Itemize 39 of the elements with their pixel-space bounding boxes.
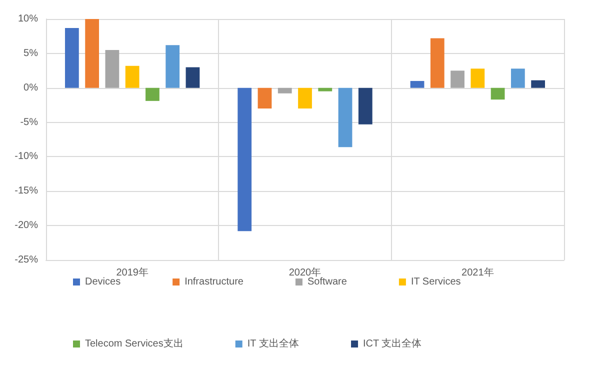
x-tick-label: 2021年 [462, 266, 494, 278]
y-tick-label: 10% [18, 14, 38, 24]
y-tick-label: 0% [24, 82, 38, 94]
bar [338, 88, 352, 148]
bar [298, 88, 312, 109]
legend-label: IT 支出全体 [247, 338, 299, 350]
legend-label: Software [307, 276, 348, 288]
bar [146, 88, 160, 101]
bar [490, 88, 505, 100]
bar [410, 80, 424, 88]
y-tick-label: 5% [24, 48, 38, 59]
bar [358, 88, 372, 124]
bar [430, 38, 444, 88]
legend-label: Telecom Services支出 [85, 338, 184, 350]
bar [278, 88, 292, 94]
y-tick-label: -5% [20, 116, 38, 128]
bar [450, 70, 464, 88]
legend-label: Infrastructure [184, 276, 244, 288]
bar [64, 28, 79, 88]
y-tick-label: -15% [14, 186, 38, 197]
legend-label: Devices [85, 276, 121, 288]
legend-label: IT Services [410, 276, 461, 288]
bar [318, 88, 332, 92]
bar [105, 50, 120, 88]
bar [531, 80, 546, 88]
x-tick-label: 2020年 [288, 266, 322, 278]
bar [258, 88, 272, 109]
bar [510, 68, 525, 88]
bar [125, 66, 140, 88]
bar [166, 45, 180, 88]
x-tick-label: 2019年 [116, 266, 148, 278]
y-tick-label: -20% [14, 220, 38, 232]
bar [85, 19, 100, 88]
y-tick-label: -25% [14, 254, 38, 266]
bar [470, 68, 485, 88]
legend-label: ICT 支出全体 [363, 338, 422, 350]
y-tick-label: -10% [14, 151, 38, 162]
bar [186, 67, 200, 88]
bar [238, 88, 252, 232]
